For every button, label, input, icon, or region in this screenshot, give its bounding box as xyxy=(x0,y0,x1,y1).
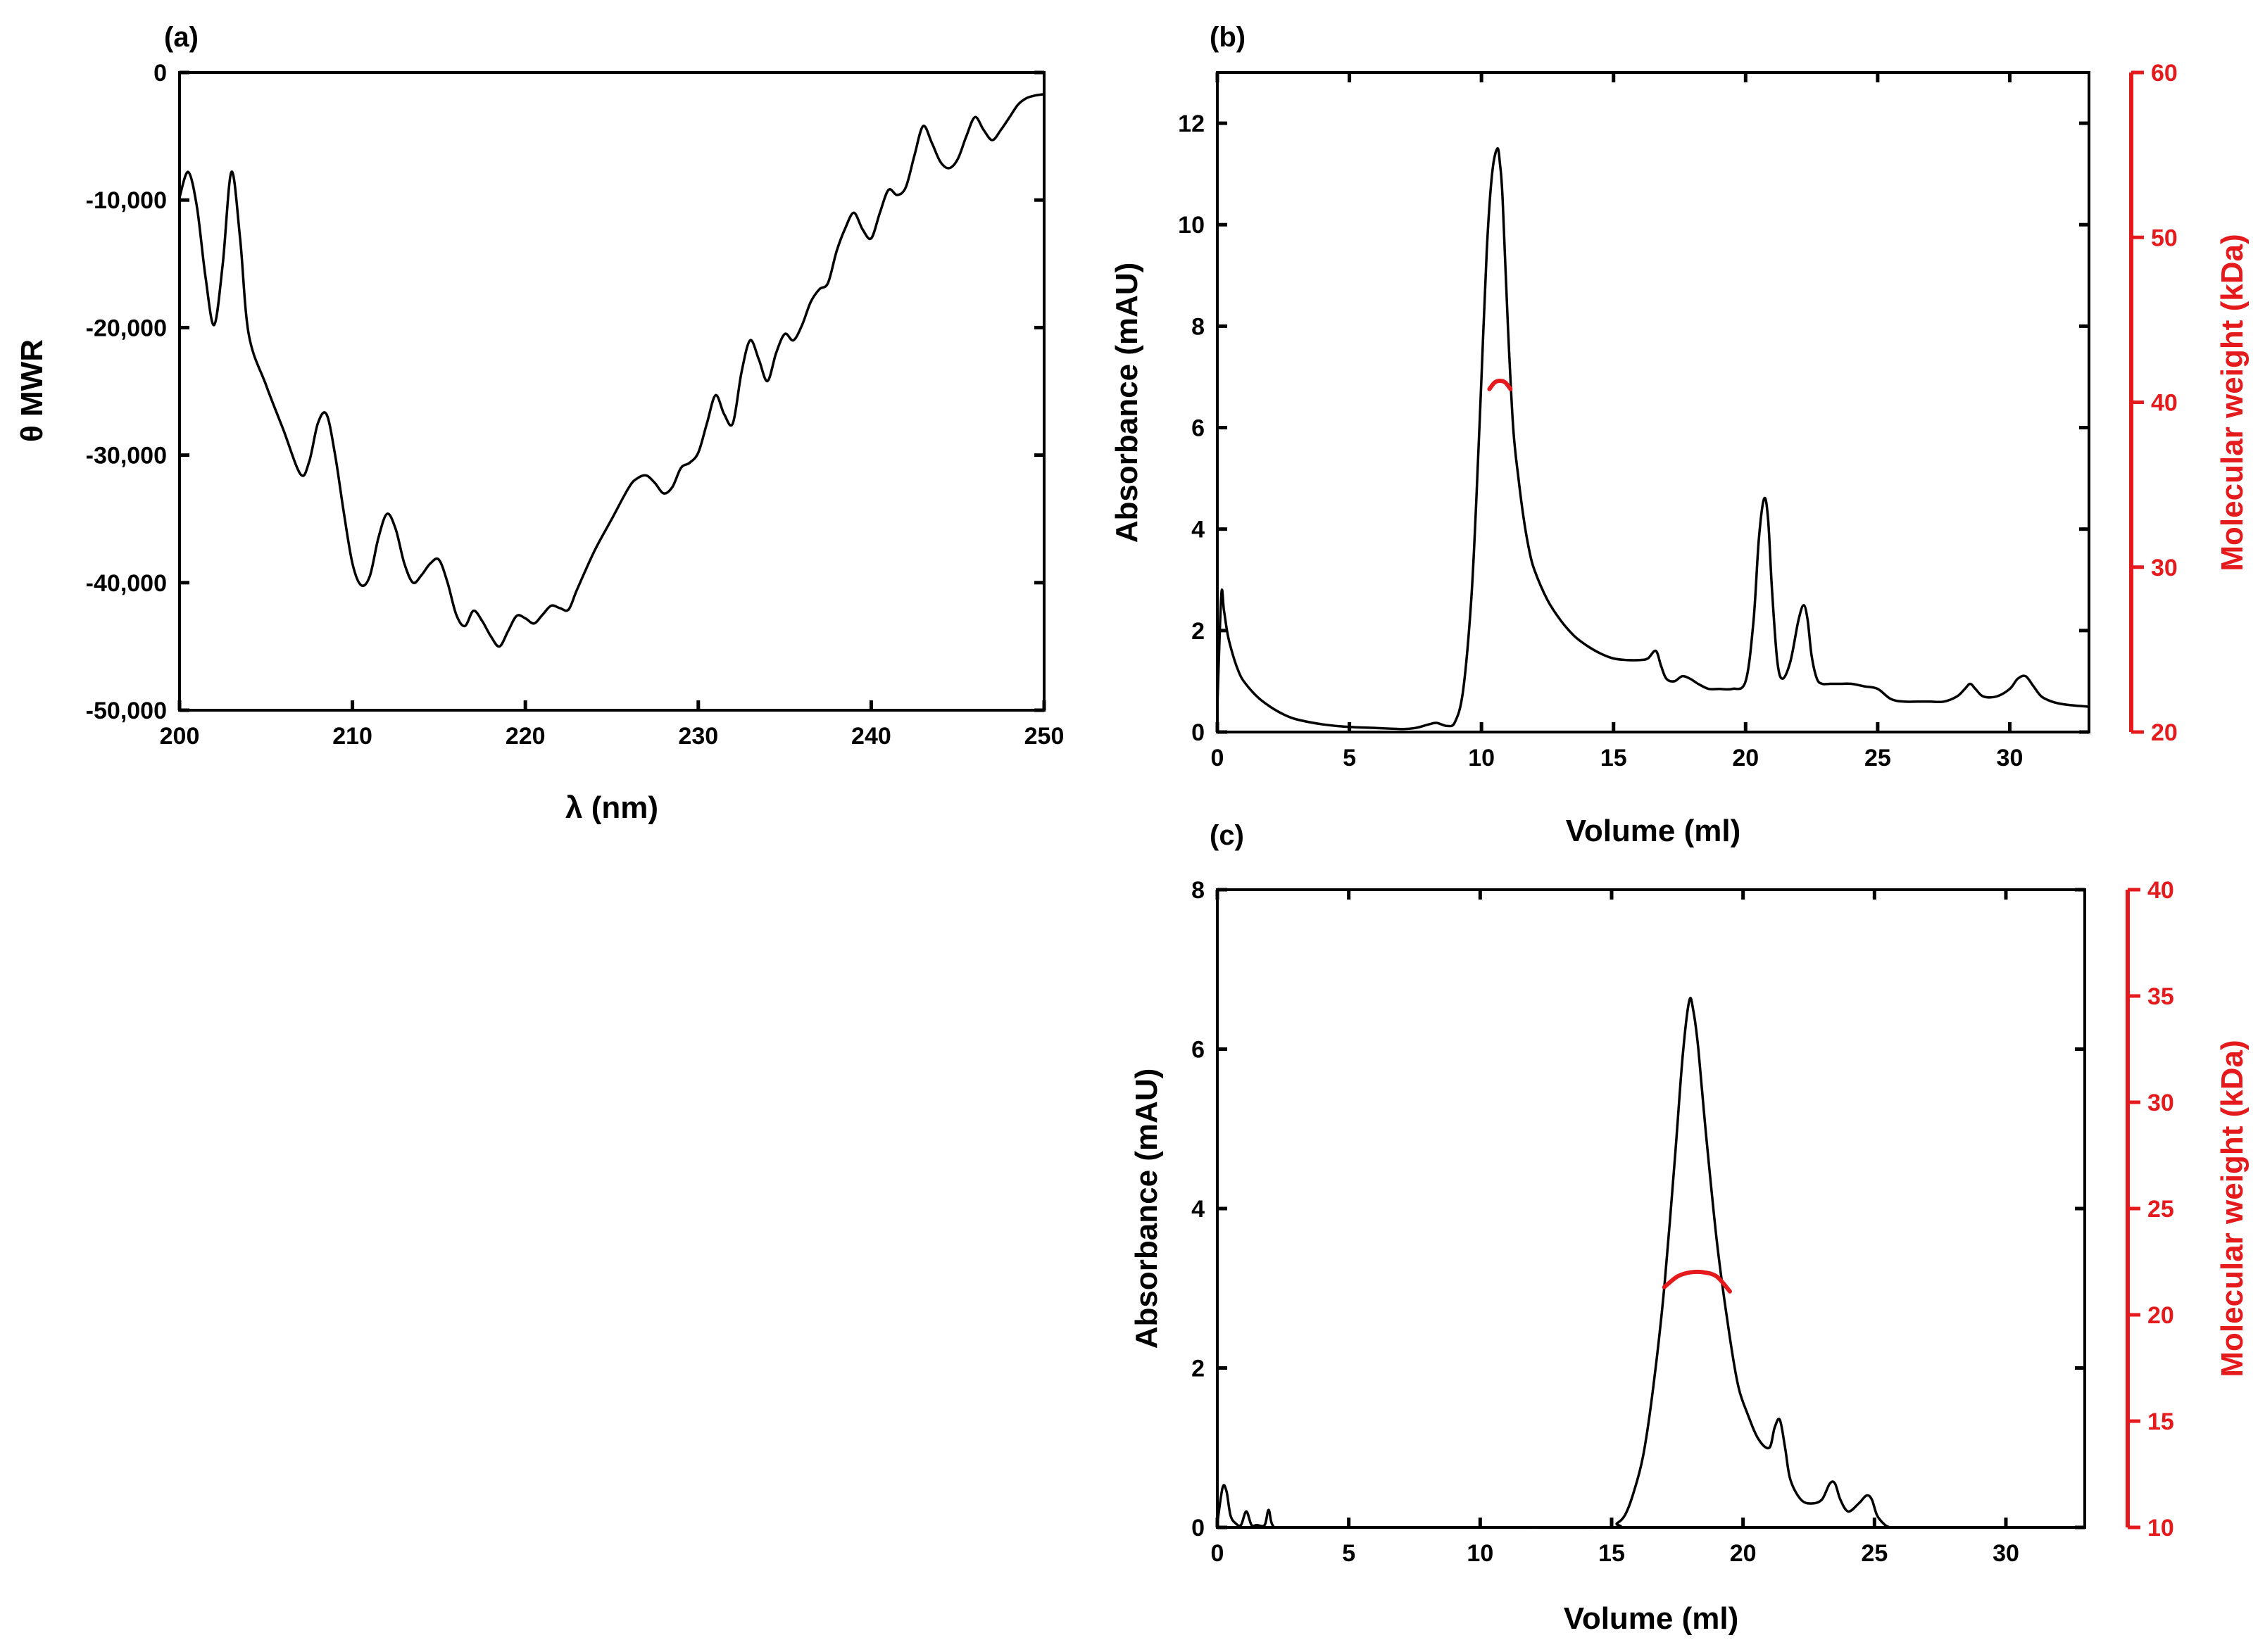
panel-a-x-tick-label: 240 xyxy=(851,723,891,750)
panel-a-y-tick-label: -40,000 xyxy=(86,570,167,597)
panel-c-y2-tick-label: 10 xyxy=(2147,1515,2174,1541)
panel-c-ticks: 0 5 10 15 20 25 30 0 2 4 6 8 10 15 20 25 30 35 40 xyxy=(1191,877,2174,1567)
panel-c-y2-tick-label: 20 xyxy=(2147,1302,2174,1329)
panel-a-y-axis-title: θ MWR xyxy=(15,339,49,442)
panel-c-x-axis-title: Volume (ml) xyxy=(1564,1601,1739,1636)
panel-b-y2-tick-label: 30 xyxy=(2151,555,2178,581)
panel-c-y2-tick-label: 15 xyxy=(2147,1408,2174,1435)
panel-a-y-tick-label: 0 xyxy=(153,60,167,87)
panel-c-y-tick-label: 6 xyxy=(1191,1037,1205,1064)
panel-c-label: (c) xyxy=(1210,820,1244,851)
panel-c-chromatogram: (c) 0 5 10 15 20 25 30 0 2 4 6 8 10 15 20 25 30 35 40 Volu… xyxy=(1129,820,2250,1636)
panel-b-ticks: 0 5 10 15 20 25 30 0 2 4 6 8 10 12 20 30 40 50 60 xyxy=(1178,60,2178,771)
panel-a-x-tick-label: 230 xyxy=(678,723,718,750)
panel-c-x-tick-label: 0 xyxy=(1211,1540,1224,1567)
panel-b-label: (b) xyxy=(1210,22,1246,53)
panel-c-y2-tick-label: 35 xyxy=(2147,983,2174,1010)
panel-b-chromatogram: (b) 0 5 10 15 20 25 30 0 2 4 6 8 10 12 20 30 40 50 60 Volu… xyxy=(1110,22,2250,848)
panel-b-y-tick-label: 4 xyxy=(1191,517,1205,543)
panel-b-x-tick-label: 15 xyxy=(1600,745,1627,771)
panel-a-series-cd-spectrum xyxy=(178,93,1046,648)
panel-a-x-tick-label: 210 xyxy=(332,723,372,750)
panel-c-series-molecular-weight xyxy=(1662,1269,1732,1294)
panel-b-y2-tick-label: 50 xyxy=(2151,225,2178,251)
panel-c-y-tick-label: 0 xyxy=(1191,1515,1205,1541)
panel-b-series-absorbance xyxy=(1216,147,2090,731)
panel-c-x-tick-label: 25 xyxy=(1861,1540,1888,1567)
panel-b-plot-frame xyxy=(1216,71,2090,733)
panel-a-x-tick-label: 200 xyxy=(160,723,200,750)
panel-b-y-tick-label: 0 xyxy=(1191,719,1205,746)
panel-b-data xyxy=(1216,147,2090,731)
panel-b-x-tick-label: 0 xyxy=(1211,745,1224,771)
panel-b-x-tick-label: 30 xyxy=(1997,745,2024,771)
panel-b-y-tick-label: 12 xyxy=(1178,111,1205,137)
panel-b-y2-tick-label: 40 xyxy=(2151,390,2178,417)
panel-b-y2-axis-title: Molecular weight (kDa) xyxy=(2215,234,2250,571)
panel-b-y-tick-label: 6 xyxy=(1191,415,1205,442)
panel-c-x-tick-label: 30 xyxy=(1993,1540,2019,1567)
panel-c-x-tick-label: 5 xyxy=(1342,1540,1355,1567)
panel-b-y2-tick-label: 20 xyxy=(2151,719,2178,746)
panel-c-plot-frame xyxy=(1216,888,2086,1529)
panel-c-y-tick-label: 2 xyxy=(1191,1356,1205,1382)
panel-a-data xyxy=(178,93,1046,648)
panel-a-x-tick-label: 250 xyxy=(1024,723,1065,750)
panel-b-y2-tick-label: 60 xyxy=(2151,60,2178,87)
panel-b-series-molecular-weight xyxy=(1487,379,1513,391)
panel-b-x-tick-label: 5 xyxy=(1343,745,1356,771)
panel-a-x-axis-title: λ (nm) xyxy=(565,790,658,825)
panel-c-series-absorbance xyxy=(1216,997,1892,1530)
panel-c-x-tick-label: 10 xyxy=(1467,1540,1493,1567)
panel-c-y2-axis-title: Molecular weight (kDa) xyxy=(2215,1040,2250,1377)
panel-c-y2-tick-label: 40 xyxy=(2147,877,2174,904)
panel-b-x-axis-title: Volume (ml) xyxy=(1566,814,1741,848)
panel-c-x-tick-label: 15 xyxy=(1598,1540,1625,1567)
panel-b-x-tick-label: 20 xyxy=(1732,745,1759,771)
panel-c-y-tick-label: 4 xyxy=(1191,1196,1205,1223)
panel-a-plot-frame xyxy=(178,71,1046,712)
panel-a-y-tick-label: -20,000 xyxy=(86,315,167,341)
panel-c-data xyxy=(1216,997,1892,1530)
panel-b-y-tick-label: 10 xyxy=(1178,212,1205,239)
panel-c-y2-tick-label: 25 xyxy=(2147,1196,2174,1223)
panel-c-y2-tick-label: 30 xyxy=(2147,1090,2174,1116)
panel-a-y-tick-label: -30,000 xyxy=(86,443,167,469)
panel-b-y-tick-label: 8 xyxy=(1191,313,1205,340)
panel-b-y-tick-label: 2 xyxy=(1191,618,1205,645)
panel-a-label: (a) xyxy=(164,22,199,53)
panel-b-x-tick-label: 25 xyxy=(1864,745,1891,771)
panel-c-y-tick-label: 8 xyxy=(1191,877,1205,904)
panel-a-y-tick-label: -50,000 xyxy=(86,698,167,724)
panel-a-cd-spectrum: (a) 200 210 220 230 240 250 0 -10,000 -20,000 -30… xyxy=(15,22,1064,825)
panel-c-x-tick-label: 20 xyxy=(1730,1540,1757,1567)
panel-a-x-tick-label: 220 xyxy=(506,723,546,750)
panel-b-x-tick-label: 10 xyxy=(1468,745,1495,771)
panel-b-y-axis-title: Absorbance (mAU) xyxy=(1110,263,1144,543)
panel-c-y-axis-title: Absorbance (mAU) xyxy=(1129,1068,1164,1349)
panel-a-y-tick-label: -10,000 xyxy=(86,187,167,214)
panel-a-ticks: 200 210 220 230 240 250 0 -10,000 -20,000 -30,000… xyxy=(86,60,1065,750)
